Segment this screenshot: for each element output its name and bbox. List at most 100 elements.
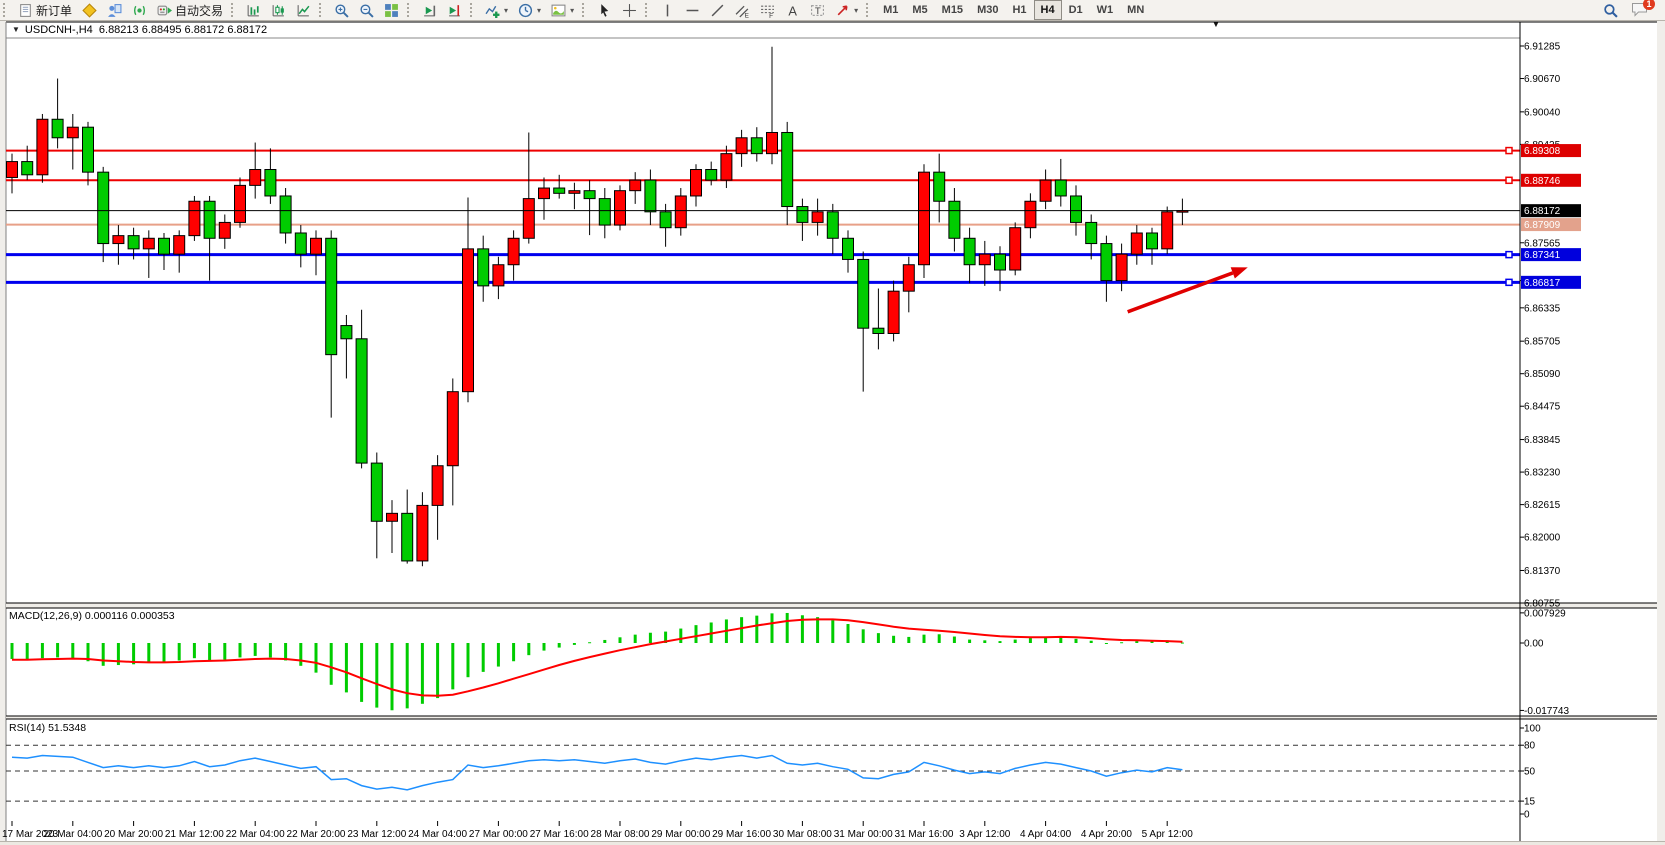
toolbar-grip[interactable] [3, 3, 10, 17]
dropdown-caret-icon[interactable]: ▾ [854, 5, 859, 15]
chart-symbol-header[interactable]: ▼ USDCNH-,H4 6.88213 6.88495 6.88172 6.88… [12, 24, 267, 36]
trendline-button[interactable] [705, 0, 730, 20]
candle [203, 195, 216, 281]
dropdown-caret-icon[interactable]: ▾ [504, 5, 509, 15]
macd-histogram-bar [755, 615, 759, 643]
rsi-tick-label: 100 [1524, 724, 1541, 735]
zoom-out-button[interactable] [354, 0, 379, 20]
pane-splitter[interactable] [6, 603, 1657, 608]
time-tick-label: 3 Apr 12:00 [959, 829, 1011, 840]
timeframe-h1-button[interactable]: H1 [1012, 4, 1027, 16]
macd-pane[interactable] [10, 612, 1184, 711]
timeframe-h4-button[interactable]: H4 [1033, 0, 1062, 20]
zoom-in-button[interactable] [329, 0, 354, 20]
macd-histogram-bar [268, 643, 272, 658]
line-handle[interactable] [1505, 146, 1513, 155]
rsi-pane[interactable] [6, 744, 1520, 802]
templates-button[interactable]: ▾ [546, 0, 579, 20]
toolbar-grip[interactable] [582, 3, 589, 17]
candle [963, 227, 976, 284]
crosshair-button[interactable] [617, 0, 642, 20]
toolbar-groups: 新订单 自动交易 ▾ ▾ ▾ E F A T ▾ M1 M5 M15 M30 H1 H4 D1 W1 MN [0, 0, 1151, 20]
macd-histogram-bar [314, 643, 318, 673]
horizontal-line-button[interactable] [680, 0, 705, 20]
timeframe-mn-button[interactable]: MN [1127, 4, 1145, 16]
candle [705, 161, 718, 186]
chart-shift-button[interactable] [442, 0, 467, 20]
line-handle[interactable] [1505, 250, 1513, 259]
toolbar-grip[interactable] [645, 3, 652, 17]
metaeditor-button[interactable] [77, 0, 102, 20]
candle [294, 225, 307, 268]
symbol-dropdown-icon[interactable]: ▼ [12, 25, 20, 34]
svg-text:6.89308: 6.89308 [1524, 146, 1561, 157]
bar-chart-button[interactable] [241, 0, 266, 20]
toolbar-grip[interactable] [470, 3, 477, 17]
candle [279, 188, 292, 244]
text-label-button[interactable]: T [805, 0, 830, 20]
zoom-out-icon [359, 3, 374, 18]
timeframe-m5-button[interactable]: M5 [912, 4, 928, 16]
arrows-button[interactable]: ▾ [830, 0, 863, 20]
candle [21, 145, 34, 181]
pane-splitter[interactable] [6, 716, 1657, 719]
toolbar-grip[interactable] [407, 3, 414, 17]
macd-histogram-bar [740, 617, 744, 643]
timeframe-m30-button[interactable]: M30 [977, 4, 999, 16]
text-button[interactable]: A [780, 0, 805, 20]
price-tick-label: 6.84475 [1524, 402, 1561, 413]
toolbar-grip[interactable] [866, 3, 873, 17]
macd-histogram-bar [329, 643, 333, 685]
equidistant-channel-button[interactable]: E [730, 0, 755, 20]
rsi-indicator-label: RSI(14) 51.5348 [9, 722, 87, 734]
toolbar-grip[interactable] [231, 3, 238, 17]
candlestick-chart-button[interactable] [266, 0, 291, 20]
main-price-pane[interactable] [5, 21, 1657, 841]
timeframe-d1-button[interactable]: D1 [1068, 4, 1083, 16]
templates-icon [551, 3, 566, 18]
search-button[interactable] [1598, 0, 1623, 20]
dropdown-caret-icon[interactable]: ▾ [570, 5, 575, 15]
periods-button[interactable]: ▾ [513, 0, 546, 20]
candle [918, 164, 930, 278]
indicators-button[interactable]: ▾ [480, 0, 513, 20]
line-handle[interactable] [1505, 176, 1513, 185]
fibonacci-button[interactable]: F [755, 0, 780, 20]
new-order-button[interactable]: 新订单 [13, 0, 77, 20]
dropdown-caret-icon[interactable]: ▾ [537, 5, 542, 15]
timeframe-w1-button[interactable]: W1 [1096, 4, 1114, 16]
timeframe-m15-button[interactable]: M15 [941, 4, 964, 16]
candle [1039, 169, 1052, 210]
toolbar-grip[interactable] [319, 3, 326, 17]
macd-histogram-bar [1074, 638, 1078, 643]
candle [583, 180, 596, 236]
macd-histogram-bar [1180, 642, 1184, 644]
vline-icon [660, 3, 675, 18]
market-watch-button[interactable] [102, 0, 127, 20]
macd-histogram-bar [800, 615, 804, 643]
tile-windows-button[interactable] [379, 0, 404, 20]
line-chart-button[interactable] [291, 0, 316, 20]
svg-text:6.88746: 6.88746 [1524, 176, 1561, 187]
vertical-line-button[interactable] [655, 0, 680, 20]
candles-layer [6, 46, 1189, 567]
notifications-button[interactable]: 1 [1631, 0, 1655, 18]
auto-scroll-button[interactable] [417, 0, 442, 20]
line-handle[interactable] [1505, 278, 1513, 287]
timeframe-m1-button[interactable]: M1 [883, 4, 899, 16]
signals-button[interactable] [127, 0, 152, 20]
candle [1009, 222, 1022, 276]
svg-text:T: T [815, 5, 821, 16]
autotrading-button[interactable]: 自动交易 [152, 0, 228, 20]
candle [1024, 193, 1037, 239]
arrow-annotation[interactable] [1127, 267, 1248, 314]
candle [568, 182, 581, 210]
chart-collapse-arrow[interactable]: ▼ [1212, 20, 1220, 29]
macd-histogram-bar [1059, 636, 1063, 643]
current-bar-ohlc: 6.88213 6.88495 6.88172 6.88172 [98, 24, 268, 36]
cursor-button[interactable] [592, 0, 617, 20]
macd-histogram-bar [208, 643, 212, 661]
price-axis[interactable]: 6.912856.906706.900406.894256.875656.868… [1519, 22, 1581, 841]
